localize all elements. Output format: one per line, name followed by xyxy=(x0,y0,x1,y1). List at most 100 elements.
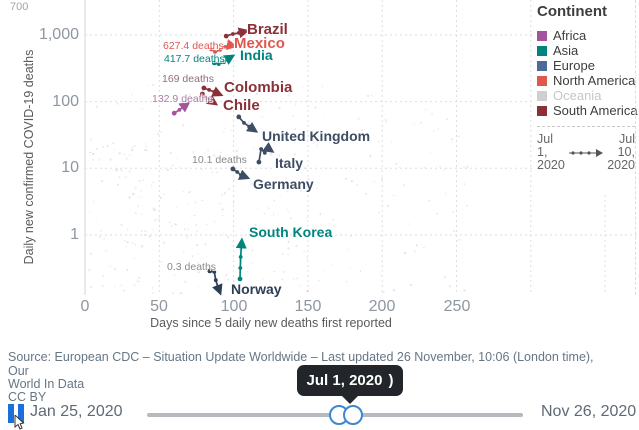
background-trail-dot xyxy=(211,171,214,174)
background-trail-dot xyxy=(114,285,116,288)
background-trail-dot xyxy=(95,220,97,223)
trail-point-norway[interactable] xyxy=(207,268,213,274)
country-label-germany[interactable]: Germany xyxy=(253,176,314,192)
timeline-handle-end[interactable] xyxy=(343,405,363,425)
trail-colombia[interactable] xyxy=(203,86,224,97)
trail-point-united-kingdom[interactable] xyxy=(236,114,242,120)
trail-norway[interactable] xyxy=(209,270,223,296)
trail-point-colombia[interactable] xyxy=(207,88,212,92)
trail-point-south-korea[interactable] xyxy=(238,255,243,259)
trail-point-norway[interactable] xyxy=(216,285,220,290)
trail-point-south-korea[interactable] xyxy=(237,276,243,282)
trail-point-colombia[interactable] xyxy=(212,90,217,94)
country-label-brazil[interactable]: Brazil xyxy=(247,21,288,38)
country-label-united-kingdom[interactable]: United Kingdom xyxy=(262,128,371,144)
background-trail-dot xyxy=(445,193,447,195)
trail-point-norway[interactable] xyxy=(212,270,217,274)
country-label-india[interactable]: India xyxy=(240,47,273,63)
trail-end-date: Jul 10, 2020 xyxy=(607,132,635,172)
background-trail-dot xyxy=(230,129,233,131)
trail-point-south-africa[interactable] xyxy=(181,105,186,109)
legend-item-asia[interactable]: Asia xyxy=(537,43,639,58)
background-trail-dot xyxy=(131,149,133,151)
trail-point-italy[interactable] xyxy=(262,151,267,155)
trail-point-united-kingdom[interactable] xyxy=(242,121,246,125)
legend-item-north-america[interactable]: North America xyxy=(537,73,639,88)
background-trail-dot xyxy=(422,247,425,249)
background-trail-dot xyxy=(293,133,295,136)
background-trail-dot xyxy=(197,262,199,264)
trail-point-colombia[interactable] xyxy=(201,85,207,91)
country-label-colombia[interactable]: Colombia xyxy=(224,79,293,96)
country-label-norway[interactable]: Norway xyxy=(231,281,282,297)
trail-point-italy[interactable] xyxy=(265,146,270,151)
legend-item-oceania[interactable]: Oceania xyxy=(537,88,639,103)
background-trail-dot xyxy=(457,135,460,138)
background-trail-dot xyxy=(171,225,173,227)
background-trail-dot xyxy=(251,262,253,264)
background-trail-dot xyxy=(285,177,287,180)
background-trail-dot xyxy=(88,268,91,271)
background-trail-dot xyxy=(160,261,162,263)
country-label-mexico[interactable]: Mexico xyxy=(234,35,285,52)
trail-point-india[interactable] xyxy=(222,60,226,65)
background-trail-dot xyxy=(238,258,241,261)
legend-item-europe[interactable]: Europe xyxy=(537,58,639,73)
trail-point-south-africa[interactable] xyxy=(177,108,182,112)
background-trail-dot xyxy=(242,92,244,94)
background-trail-dot xyxy=(296,235,298,238)
legend-item-south-america[interactable]: South America xyxy=(537,103,639,118)
legend-item-africa[interactable]: Africa xyxy=(537,28,639,43)
trail-point-south-africa[interactable] xyxy=(171,110,177,116)
trail-point-brazil[interactable] xyxy=(231,32,235,36)
source-our-link[interactable]: Our xyxy=(8,364,29,378)
country-label-south-korea[interactable]: South Korea xyxy=(249,224,333,240)
background-trail-dot xyxy=(99,235,101,238)
trail-united-kingdom[interactable] xyxy=(238,116,259,133)
trail-point-india[interactable] xyxy=(211,60,217,66)
trail-point-germany[interactable] xyxy=(239,173,243,178)
background-trail-dot xyxy=(99,229,102,232)
trail-point-norway[interactable] xyxy=(213,278,218,283)
background-trail-dot xyxy=(323,191,325,193)
trail-point-chile[interactable] xyxy=(200,91,205,97)
trail-point-chile[interactable] xyxy=(204,96,209,100)
background-trail-dot xyxy=(259,140,261,142)
background-trail-dot xyxy=(158,218,160,220)
trail-point-germany[interactable] xyxy=(230,166,236,172)
trail-point-italy[interactable] xyxy=(256,159,262,165)
background-trail-dot xyxy=(218,202,221,205)
background-trail-dot xyxy=(125,157,128,160)
trail-south-korea[interactable] xyxy=(235,237,247,279)
country-label-italy[interactable]: Italy xyxy=(275,155,304,171)
trail-point-mexico[interactable] xyxy=(227,43,232,47)
background-trail-dot xyxy=(282,170,284,172)
trail-point-italy[interactable] xyxy=(259,147,263,151)
trail-point-india[interactable] xyxy=(225,57,230,61)
trail-point-south-korea[interactable] xyxy=(238,266,243,270)
pause-button[interactable] xyxy=(8,404,25,423)
source-owid-link[interactable]: World In Data xyxy=(8,377,85,391)
trail-point-india[interactable] xyxy=(216,62,221,66)
background-trail-dot xyxy=(222,233,225,235)
trail-point-mexico[interactable] xyxy=(222,45,227,49)
trail-south-africa[interactable] xyxy=(173,101,191,114)
background-trail-dot xyxy=(227,235,229,238)
trail-point-brazil[interactable] xyxy=(236,31,241,35)
trail-point-mexico[interactable] xyxy=(208,46,214,52)
trail-brazil[interactable] xyxy=(225,27,250,39)
trail-point-chile[interactable] xyxy=(207,98,212,102)
background-trail-dot xyxy=(123,289,126,292)
trail-point-mexico[interactable] xyxy=(213,50,217,54)
trail-point-brazil[interactable] xyxy=(223,33,229,39)
background-trail-dot xyxy=(253,148,255,150)
background-trail-dot xyxy=(403,251,407,255)
country-label-chile[interactable]: Chile xyxy=(223,97,260,114)
trail-germany[interactable] xyxy=(232,168,251,180)
trail-point-germany[interactable] xyxy=(235,170,240,174)
trail-point-united-kingdom[interactable] xyxy=(247,124,252,129)
trail-chile[interactable] xyxy=(201,93,219,106)
license-link[interactable]: CC BY xyxy=(8,390,47,404)
background-trail-dot xyxy=(204,243,207,246)
trail-point-mexico[interactable] xyxy=(218,48,223,52)
